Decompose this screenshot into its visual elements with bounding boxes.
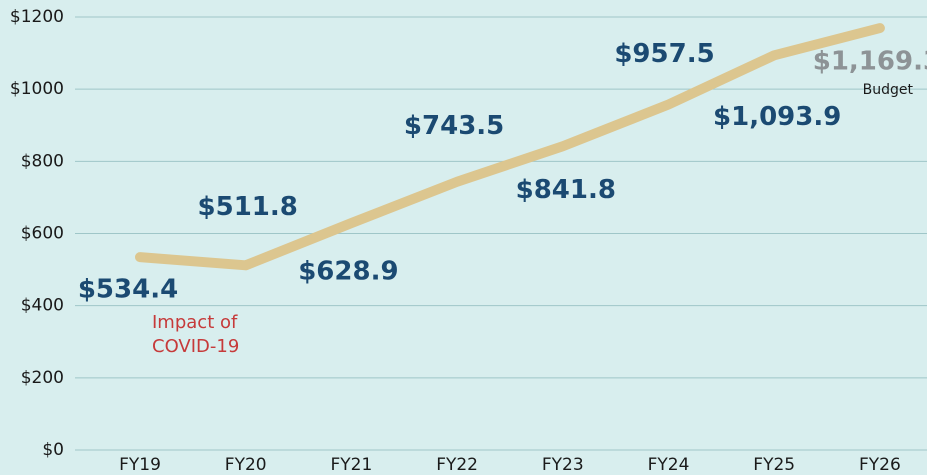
value-label: $841.8 xyxy=(516,175,616,205)
y-tick-label: $800 xyxy=(21,151,64,171)
value-label: $511.8 xyxy=(198,192,298,222)
x-tick-label: FY24 xyxy=(648,455,690,475)
value-label: $534.4 xyxy=(78,275,178,305)
y-tick-label: $1200 xyxy=(10,7,64,27)
value-label: $1,169.3 xyxy=(813,47,927,77)
x-tick-label: FY21 xyxy=(331,455,373,475)
line xyxy=(135,23,885,271)
annotation: Budget xyxy=(863,82,914,98)
value-label: $1,093.9 xyxy=(713,102,841,132)
y-tick-label: $1000 xyxy=(10,79,64,99)
value-label: $743.5 xyxy=(404,111,504,141)
x-tick-label: FY26 xyxy=(859,455,901,475)
x-tick-label: FY20 xyxy=(225,455,267,475)
annotation: COVID-19 xyxy=(152,336,239,357)
x-tick-label: FY22 xyxy=(436,455,478,475)
x-tick-label: FY25 xyxy=(753,455,795,475)
value-label: $957.5 xyxy=(614,39,714,69)
x-tick-label: FY19 xyxy=(119,455,161,475)
y-tick-label: $400 xyxy=(21,296,64,316)
annotation: Impact of xyxy=(152,312,238,333)
y-tick-label: $600 xyxy=(21,224,64,244)
value-label: $628.9 xyxy=(298,257,398,287)
y-tick-label: $0 xyxy=(42,440,64,460)
x-tick-label: FY23 xyxy=(542,455,584,475)
y-tick-label: $200 xyxy=(21,368,64,388)
